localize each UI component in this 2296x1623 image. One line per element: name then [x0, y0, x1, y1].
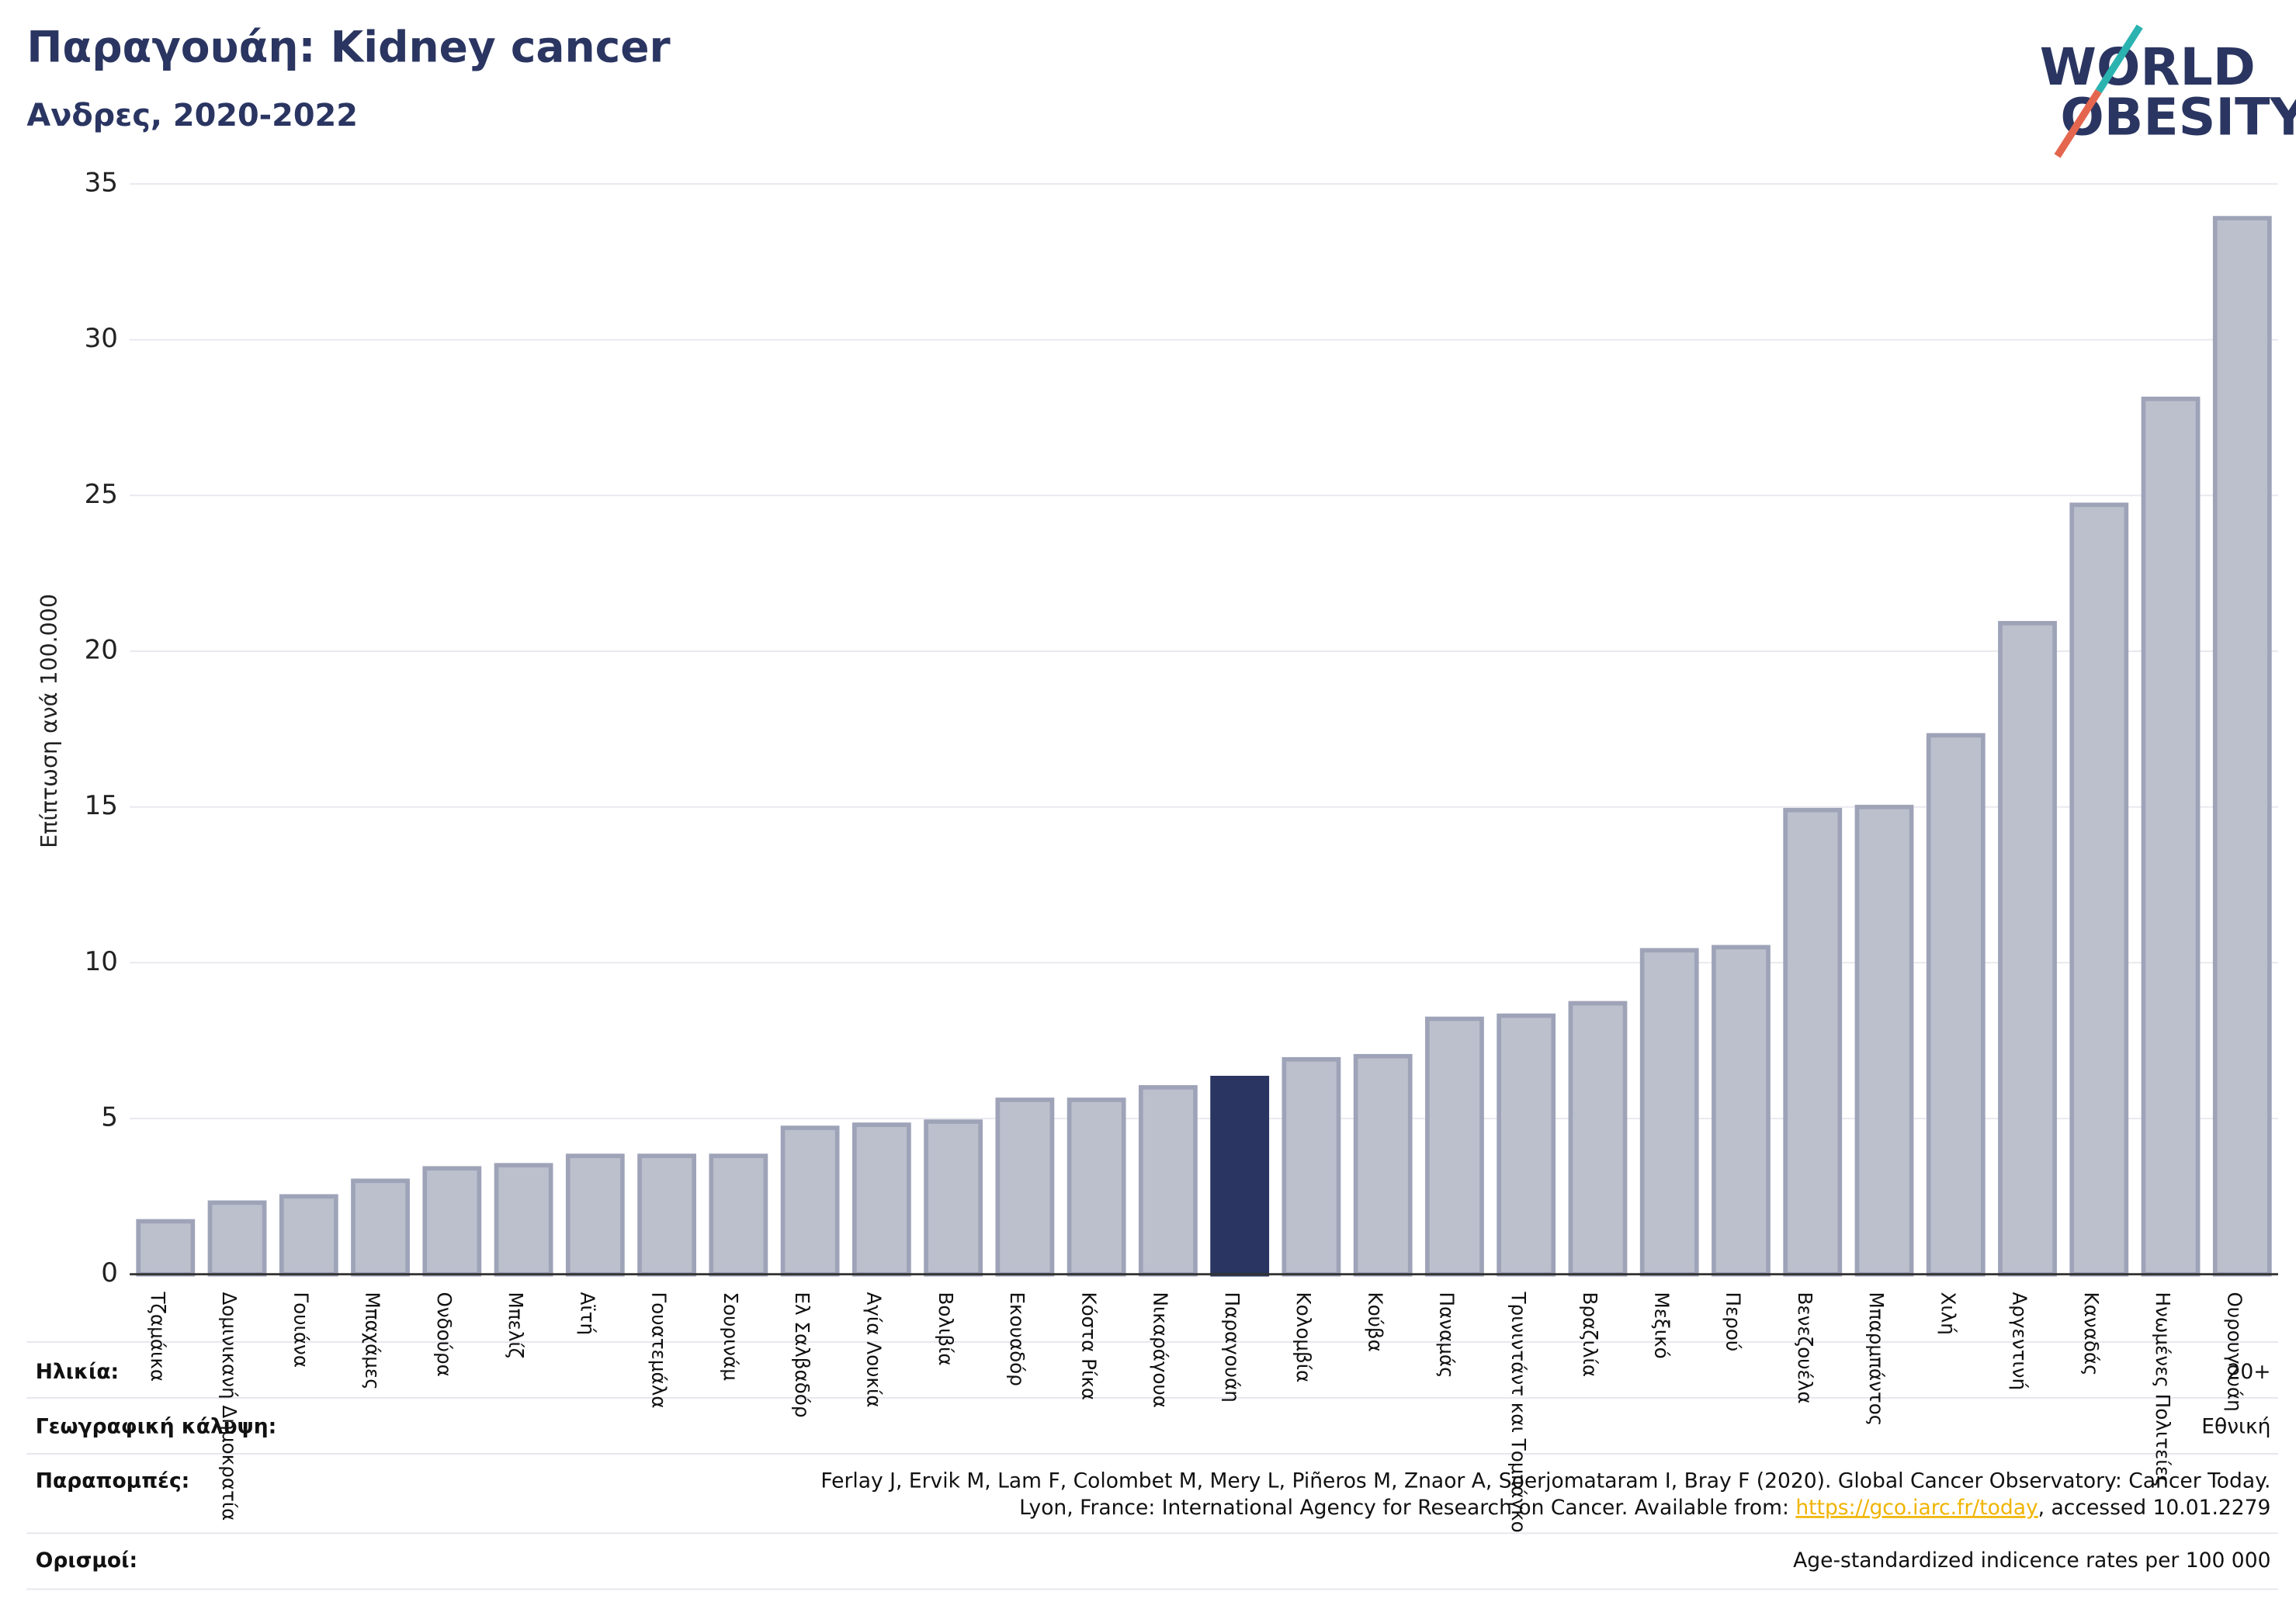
bar: [351, 1178, 410, 1277]
row-value: Lyon, France: International Agency for R…: [1019, 1496, 2270, 1520]
bar: [422, 1166, 482, 1277]
bar: [1139, 1085, 1198, 1277]
x-tick-label: Κολομβία: [1292, 1292, 1315, 1382]
bar: [1783, 807, 1843, 1277]
bar: [637, 1153, 696, 1277]
bar: [1210, 1076, 1270, 1277]
x-tick-label: Περού: [1722, 1292, 1745, 1351]
x-tick-label: Βολιβία: [935, 1292, 957, 1365]
logo-stroke: [2054, 88, 2102, 158]
y-axis-label: Επίπτωση ανά 100.000: [36, 594, 62, 848]
bar: [851, 1122, 911, 1277]
bar: [1568, 1001, 1628, 1277]
x-tick-label: Μπελίζ: [505, 1292, 527, 1358]
bar: [2069, 502, 2129, 1277]
x-tick-label: Μεξικό: [1650, 1292, 1673, 1358]
bar: [2212, 216, 2272, 1277]
x-tick-label: Ηνωμένες Πολιτείες: [2152, 1292, 2174, 1487]
x-tick-label: Μπαρμπάντος: [1865, 1292, 1888, 1426]
chart-subtitle: Ανδρες, 2020-2022: [26, 98, 358, 134]
bar: [565, 1153, 625, 1277]
logo-stroke: [2095, 24, 2143, 94]
x-tick-label: Τρινιντάντ και Τομπάγκο: [1507, 1291, 1530, 1532]
y-tick-label: 25: [85, 479, 118, 510]
bar: [1353, 1053, 1413, 1277]
x-tick-label: Αϊτή: [576, 1292, 598, 1335]
bar: [1854, 804, 1914, 1277]
bar: [2141, 397, 2201, 1277]
logo-text: WORLD: [2040, 36, 2256, 97]
x-tick-label: Δομινικανή Δημοκρατία: [218, 1292, 241, 1521]
bar: [494, 1163, 553, 1277]
chart-title: Παραγουάη: Kidney cancer: [26, 23, 670, 72]
x-tick-label: Χιλή: [1937, 1292, 1959, 1334]
bar: [207, 1200, 267, 1277]
row-value: 20+: [2227, 1360, 2270, 1384]
bar: [780, 1125, 840, 1277]
logo-text: OBESITY: [2060, 87, 2296, 147]
x-tick-label: Ονδούρα: [433, 1292, 456, 1376]
bar: [1926, 733, 1986, 1277]
bar: [1639, 948, 1699, 1277]
bar: [1998, 621, 2057, 1277]
x-tick-label: Κούβα: [1364, 1292, 1386, 1351]
x-tick-label: Σουρινάμ: [720, 1292, 742, 1381]
row-label: Παραπομπές:: [36, 1469, 189, 1493]
row-value: Ferlay J, Ervik M, Lam F, Colombet M, Me…: [820, 1469, 2270, 1493]
bar: [1066, 1098, 1126, 1277]
bar: [1497, 1013, 1556, 1277]
x-tick-label: Αγία Λουκία: [862, 1292, 885, 1407]
row-label: Ορισμοί:: [36, 1548, 137, 1573]
y-tick-label: 5: [101, 1102, 118, 1133]
x-tick-label: Βραζιλία: [1579, 1292, 1601, 1377]
reference-link[interactable]: https://gco.iarc.fr/today: [1795, 1496, 2038, 1520]
x-tick-label: Μπαχάμες: [362, 1292, 384, 1389]
y-tick-label: 10: [85, 946, 118, 977]
bar: [924, 1119, 983, 1277]
bar: [1282, 1056, 1341, 1277]
y-tick-label: 0: [101, 1257, 118, 1288]
x-tick-label: Αργεντινή: [2009, 1292, 2031, 1390]
bar: [136, 1219, 196, 1277]
y-tick-label: 35: [85, 167, 118, 198]
bar: [995, 1098, 1055, 1277]
x-tick-label: Ουρουγουάη: [2223, 1292, 2246, 1411]
x-tick-label: Γουιάνα: [290, 1292, 312, 1368]
x-tick-label: Εκουαδόρ: [1006, 1292, 1028, 1385]
y-tick-label: 30: [85, 323, 118, 354]
x-tick-label: Βενεζουέλα: [1794, 1292, 1816, 1403]
x-tick-label: Γουατεμάλα: [648, 1292, 671, 1408]
row-value: Age-standardized indicence rates per 100…: [1793, 1548, 2270, 1573]
y-tick-label: 20: [85, 634, 118, 665]
x-tick-label: Νικαράγουα: [1150, 1292, 1172, 1407]
row-label: Ηλικία:: [36, 1360, 119, 1384]
bar: [709, 1153, 768, 1277]
bar: [279, 1194, 338, 1277]
row-label: Γεωγραφική κάλυψη:: [36, 1414, 276, 1438]
y-tick-label: 15: [85, 790, 118, 821]
x-tick-label: Παραγουάη: [1221, 1292, 1243, 1402]
bar: [1712, 945, 1771, 1277]
x-tick-label: Κόστα Ρίκα: [1077, 1292, 1100, 1400]
row-value: Εθνική: [2201, 1414, 2270, 1438]
x-tick-label: Τζαμάικα: [147, 1291, 169, 1382]
footer: Ηλικία: 20+ Γεωγραφική κάλυψη: Εθνική Πα…: [26, 1340, 2278, 1590]
bar: [1425, 1016, 1484, 1277]
reference-text: , accessed 10.01.2279: [2038, 1496, 2271, 1520]
logo: WORLD OBESITY: [2040, 24, 2296, 158]
reference-text: Lyon, France: International Agency for R…: [1019, 1496, 1795, 1520]
x-tick-label: Καναδάς: [2080, 1292, 2103, 1375]
x-tick-label: Ελ Σαλβαδόρ: [791, 1292, 813, 1417]
x-tick-label: Παναμάς: [1436, 1292, 1458, 1378]
